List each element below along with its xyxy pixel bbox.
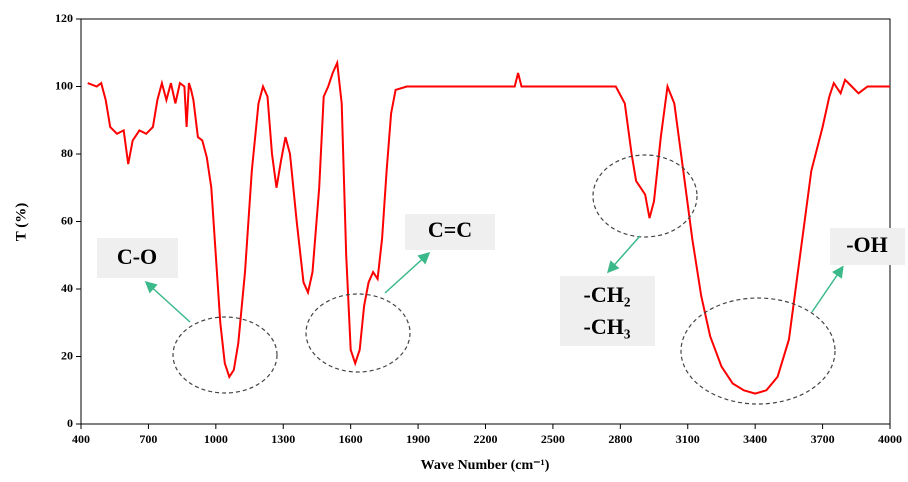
x-tick-label: 2800 [608, 432, 632, 446]
x-tick-label: 3700 [811, 432, 835, 446]
peak-ellipse [172, 316, 278, 394]
arrow [144, 280, 191, 323]
y-tick-label: 80 [61, 146, 73, 160]
y-tick-label: 60 [61, 213, 73, 227]
peak-ellipse [592, 154, 698, 238]
y-tick-label: 100 [55, 78, 73, 92]
x-tick-label: 2500 [541, 432, 565, 446]
peak-ellipse [305, 293, 411, 373]
annotation: C=C [428, 217, 472, 242]
x-tick-label: 2200 [474, 432, 498, 446]
label-box [97, 238, 178, 278]
label-box [560, 276, 655, 346]
x-tick-label: 1900 [406, 432, 430, 446]
y-tick-label: 20 [61, 348, 73, 362]
annotation: -OH [846, 232, 888, 257]
spectrum-line [87, 59, 890, 395]
y-tick-label: 120 [55, 11, 73, 25]
y-axis-label: T (%) [13, 203, 29, 241]
label-box [830, 228, 905, 265]
arrow [607, 235, 641, 274]
arrow [811, 265, 844, 313]
peak-ellipse [680, 297, 836, 405]
x-tick-label: 4000 [878, 432, 902, 446]
annotation: -CH₂ [584, 282, 631, 307]
annotations: C-O C=C -CH₂ -CH₃ -OH [97, 154, 905, 405]
x-tick-label: 700 [139, 432, 157, 446]
x-axis-label: Wave Number (cm⁻¹) [421, 458, 550, 473]
x-tick-label: 1000 [204, 432, 228, 446]
annotation: -CH₃ [584, 314, 631, 339]
y-tick-label: 0 [67, 416, 73, 430]
annotation: C-O [117, 244, 157, 269]
x-tick-label: 1600 [339, 432, 363, 446]
x-tick-label: 3100 [676, 432, 700, 446]
arrow [384, 251, 431, 294]
x-tick-label: 1300 [271, 432, 295, 446]
x-tick-label: 400 [72, 432, 90, 446]
label-box [405, 214, 495, 250]
x-tick-label: 3400 [743, 432, 767, 446]
y-tick-label: 40 [61, 281, 73, 295]
